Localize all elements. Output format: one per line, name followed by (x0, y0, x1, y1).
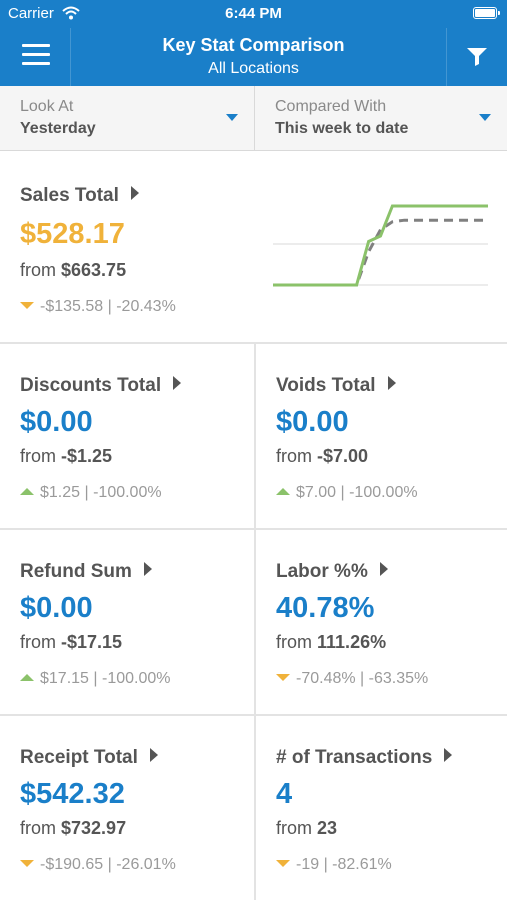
stat-title: Sales Total (20, 185, 139, 207)
divider (254, 530, 256, 714)
stat-from: from -$1.25 (20, 446, 113, 466)
receipt-total-card[interactable]: Receipt Total $542.32 from $732.97 -$190… (0, 716, 254, 900)
stat-from: from 111.26% (276, 632, 387, 652)
compared-with-value: This week to date (275, 120, 409, 137)
stat-value: 40.78% (276, 592, 375, 624)
trend-up-icon (20, 674, 34, 681)
disclosure-arrow-icon (143, 562, 152, 576)
stat-from: from $663.75 (20, 260, 127, 280)
divider (0, 342, 507, 344)
stat-change: $17.15 | -100.00% (20, 670, 170, 688)
stat-value: $0.00 (20, 406, 93, 438)
refund-sum-card[interactable]: Refund Sum $0.00 from -$17.15 $17.15 | -… (0, 530, 254, 714)
divider (254, 716, 256, 900)
trend-down-icon (20, 302, 34, 309)
trend-down-icon (276, 860, 290, 867)
stat-change: $1.25 | -100.00% (20, 484, 162, 502)
stat-title: Labor %% (276, 561, 388, 583)
disclosure-arrow-icon (387, 376, 396, 390)
stat-title: Voids Total (276, 375, 396, 397)
num-transactions-card[interactable]: # of Transactions 4 from 23 -19 | -82.61… (256, 716, 507, 900)
labor-pct-card[interactable]: Labor %% 40.78% from 111.26% -70.48% | -… (256, 530, 507, 714)
trend-up-icon (20, 488, 34, 495)
stat-title: Receipt Total (20, 747, 158, 769)
stat-title: Refund Sum (20, 561, 152, 583)
disclosure-arrow-icon (149, 748, 158, 762)
sales-sparkline (273, 204, 488, 287)
caret-down-icon (479, 114, 491, 121)
stat-change: -$135.58 | -20.43% (20, 298, 176, 316)
stat-value: $542.32 (20, 778, 125, 810)
stat-title: Discounts Total (20, 375, 182, 397)
stat-from: from -$17.15 (20, 632, 123, 652)
look-at-value: Yesterday (20, 120, 96, 137)
disclosure-arrow-icon (173, 376, 182, 390)
stat-from: from -$7.00 (276, 446, 369, 466)
divider (254, 344, 256, 528)
menu-icon (22, 44, 50, 47)
caret-down-icon (226, 114, 238, 121)
stat-value: $0.00 (20, 592, 93, 624)
divider (0, 528, 507, 530)
sparkline-current-line (273, 204, 488, 287)
sparkline-comparison-line (273, 218, 488, 287)
trend-down-icon (276, 674, 290, 681)
disclosure-arrow-icon (379, 562, 388, 576)
nav-bar: Key Stat Comparison All Locations (0, 28, 507, 86)
top-bar: Carrier 6:44 PM Key Stat Comparison All … (0, 0, 507, 86)
filter-icon (467, 48, 487, 66)
trend-down-icon (20, 860, 34, 867)
look-at-dropdown[interactable]: Look At Yesterday (0, 86, 254, 150)
menu-icon-line (22, 53, 50, 56)
nav-divider (70, 28, 71, 86)
stat-title: # of Transactions (276, 747, 453, 769)
menu-icon-line (22, 62, 50, 65)
compared-with-dropdown[interactable]: Compared With This week to date (255, 86, 507, 150)
voids-total-card[interactable]: Voids Total $0.00 from -$7.00 $7.00 | -1… (256, 344, 507, 528)
status-bar: Carrier 6:44 PM (0, 0, 507, 28)
stat-change: -19 | -82.61% (276, 856, 392, 874)
stat-value: 4 (276, 778, 293, 810)
stat-change: -70.48% | -63.35% (276, 670, 428, 688)
filter-button[interactable] (447, 28, 507, 86)
carrier-label: Carrier (8, 5, 54, 22)
battery-icon (473, 7, 500, 19)
status-time: 6:44 PM (225, 5, 282, 22)
divider (0, 714, 507, 716)
stat-change: -$190.65 | -26.01% (20, 856, 176, 874)
stat-change: $7.00 | -100.00% (276, 484, 418, 502)
menu-button[interactable] (0, 28, 70, 86)
stat-from: from $732.97 (20, 818, 127, 838)
sales-total-card[interactable]: Sales Total $528.17 from $663.75 -$135.5… (0, 151, 507, 342)
stat-value: $0.00 (276, 406, 349, 438)
comparison-selectors: Look At Yesterday Compared With This wee… (0, 86, 507, 151)
stat-value: $528.17 (20, 218, 125, 250)
look-at-label: Look At (20, 98, 74, 115)
wifi-icon (62, 6, 80, 20)
selector-divider (254, 86, 255, 150)
nav-divider (446, 28, 447, 86)
disclosure-arrow-icon (444, 748, 453, 762)
stat-from: from 23 (276, 818, 338, 838)
page-title: Key Stat Comparison (162, 35, 345, 55)
disclosure-arrow-icon (130, 186, 139, 200)
trend-up-icon (276, 488, 290, 495)
discounts-total-card[interactable]: Discounts Total $0.00 from -$1.25 $1.25 … (0, 344, 254, 528)
page-subtitle: All Locations (208, 60, 299, 77)
compared-with-label: Compared With (275, 98, 387, 115)
